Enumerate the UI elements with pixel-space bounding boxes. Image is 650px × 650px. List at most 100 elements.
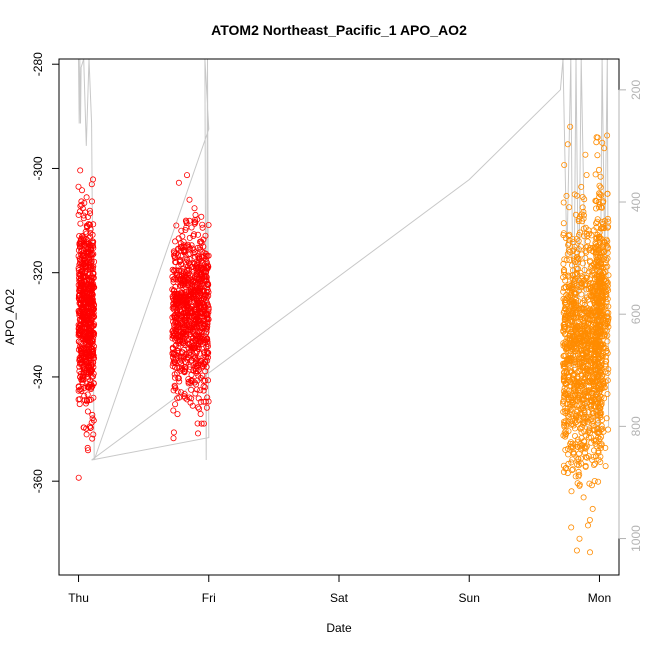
data-point (595, 383, 602, 390)
data-point (598, 282, 605, 289)
data-point (176, 378, 183, 385)
data-point (596, 166, 603, 173)
data-point (569, 456, 576, 463)
data-point (580, 407, 587, 414)
data-point (596, 182, 603, 189)
data-point (583, 244, 590, 251)
data-point (75, 211, 82, 218)
data-point (570, 247, 577, 254)
data-point (89, 415, 96, 422)
data-point (184, 353, 191, 360)
data-point (595, 280, 602, 287)
data-point (586, 276, 593, 283)
data-point (593, 220, 600, 227)
data-point (581, 331, 588, 338)
data-point (598, 192, 605, 199)
data-point (76, 208, 83, 215)
x-tick-label: Fri (202, 591, 216, 605)
data-point (560, 468, 567, 475)
data-point (589, 420, 596, 427)
data-point (82, 228, 89, 235)
data-point (190, 250, 197, 257)
data-point (574, 406, 581, 413)
data-point (204, 350, 211, 357)
data-point (192, 390, 199, 397)
data-point (588, 292, 595, 299)
data-point (598, 362, 605, 369)
data-point (597, 363, 604, 370)
data-point (599, 139, 606, 146)
data-point (188, 395, 195, 402)
data-point (575, 468, 582, 475)
data-point (596, 201, 603, 208)
data-point (194, 291, 201, 298)
data-point (594, 216, 601, 223)
data-point (200, 348, 207, 355)
data-point (561, 385, 568, 392)
data-point (204, 394, 211, 401)
data-point (591, 477, 598, 484)
data-point (170, 276, 177, 283)
data-point (595, 308, 602, 315)
data-point (594, 218, 601, 225)
data-point (589, 374, 596, 381)
data-point (597, 386, 604, 393)
data-point (87, 309, 94, 316)
data-point (186, 217, 193, 224)
data-point (573, 265, 580, 272)
data-point (87, 396, 94, 403)
data-point (195, 288, 202, 295)
data-point (78, 198, 85, 205)
data-point (196, 405, 203, 412)
data-point (171, 254, 178, 261)
data-point (565, 451, 572, 458)
data-point (181, 291, 188, 298)
data-point (75, 474, 82, 481)
data-point (583, 404, 590, 411)
data-point (570, 415, 577, 422)
data-point (598, 302, 605, 309)
data-point (593, 377, 600, 384)
data-point (584, 367, 591, 374)
data-point (591, 403, 598, 410)
data-point (194, 323, 201, 330)
data-point (576, 353, 583, 360)
data-point (582, 374, 589, 381)
data-point (171, 374, 178, 381)
data-point (581, 428, 588, 435)
data-point (189, 281, 196, 288)
data-point (585, 296, 592, 303)
y-tick-label: -300 (31, 156, 45, 180)
data-point (595, 430, 602, 437)
data-point (569, 310, 576, 317)
data-point (568, 392, 575, 399)
data-point (191, 274, 198, 281)
data-point (82, 357, 89, 364)
data-point (190, 352, 197, 359)
data-point (200, 259, 207, 266)
data-point (85, 373, 92, 380)
data-point (193, 386, 200, 393)
data-point (604, 338, 611, 345)
data-point (563, 192, 570, 199)
y-right-tick-label: 800 (629, 416, 643, 436)
data-point (173, 267, 180, 274)
data-point (86, 207, 93, 214)
data-point (591, 386, 598, 393)
data-point (577, 455, 584, 462)
data-point (178, 289, 185, 296)
data-point (591, 356, 598, 363)
data-point (79, 256, 86, 263)
data-point (191, 306, 198, 313)
data-point (597, 314, 604, 321)
data-point (90, 263, 97, 270)
data-point (80, 299, 87, 306)
data-point (598, 442, 605, 449)
data-point (601, 145, 608, 152)
data-point (561, 394, 568, 401)
data-point (568, 488, 575, 495)
data-point (593, 341, 600, 348)
data-point (595, 249, 602, 256)
data-point (588, 482, 595, 489)
data-point (597, 173, 604, 180)
